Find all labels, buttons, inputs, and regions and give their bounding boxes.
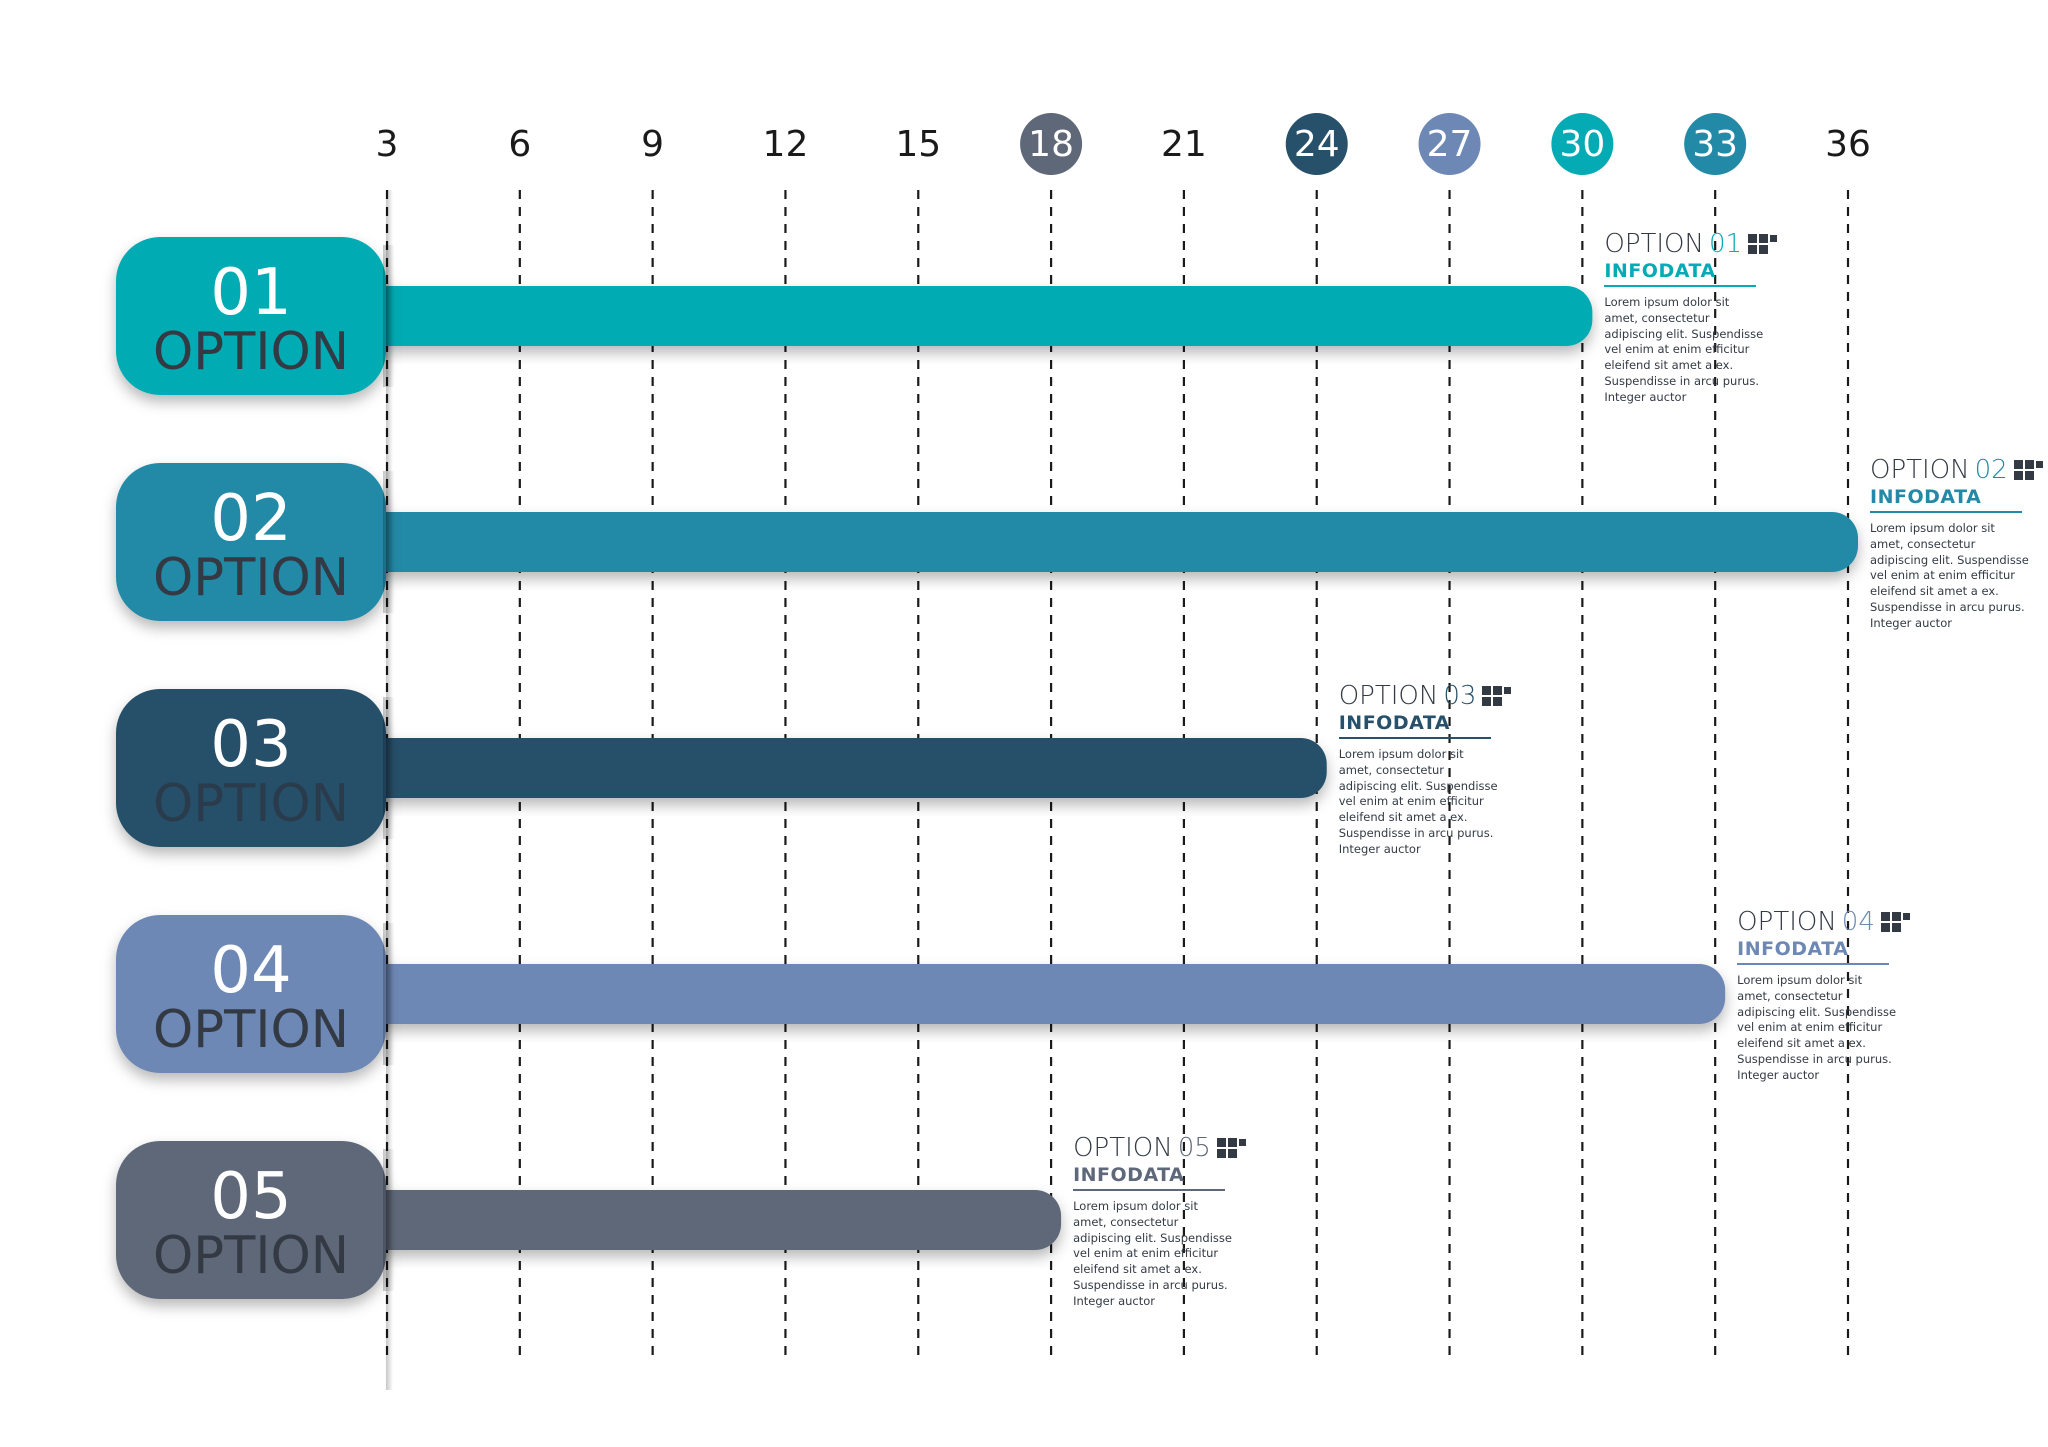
bar-label: OPTION (153, 1000, 349, 1060)
bar-label: OPTION (153, 774, 349, 834)
annotation-body: Lorem ipsum dolor sit amet, consectetur … (1073, 1199, 1232, 1308)
annotation-title-row: OPTION 02 (1870, 455, 2043, 485)
grid-dots-icon (1216, 1138, 1248, 1158)
annotation-title-row: OPTION 03 (1338, 681, 1512, 711)
annotation-body: Lorem ipsum dolor sit amet, consectetur … (1737, 973, 1897, 1082)
bar-label-box (116, 1141, 386, 1299)
tick-label: 30 (1559, 124, 1605, 165)
bar-number: 05 (210, 1160, 291, 1234)
axis-shadow (386, 190, 393, 1390)
annotation-title-row: OPTION 01 (1604, 229, 1778, 259)
annotation-title-row: OPTION 04 (1737, 907, 1910, 937)
bar-label: OPTION (153, 548, 349, 608)
annotation-subtitle: INFODATA (1604, 259, 1757, 287)
annotation-body: Lorem ipsum dolor sit amet, consectetur … (1870, 521, 2029, 630)
annotation-subtitle: INFODATA (1338, 711, 1491, 739)
tick-label: 24 (1294, 124, 1340, 165)
annotation-title: OPTION (1073, 1133, 1173, 1163)
tick-label: 3 (376, 124, 399, 165)
tick-highlight-18 (1020, 113, 1083, 175)
bar-label: OPTION (153, 1226, 349, 1286)
bar (360, 1190, 1062, 1250)
tick-highlight-30 (1551, 113, 1614, 175)
annotation-title: OPTION (1737, 907, 1837, 937)
bar-number: 02 (210, 482, 291, 556)
tick-label: 15 (895, 124, 941, 165)
tick-label: 33 (1692, 124, 1738, 165)
bar-label-box (116, 463, 386, 621)
annotation-subtitle: INFODATA (1073, 1163, 1226, 1191)
tick-highlight-27 (1418, 113, 1481, 175)
bar-number: 01 (210, 256, 291, 330)
annotation-02: OPTION 02 INFODATA Lorem ipsum dolor sit am… (1870, 455, 2043, 632)
annotation-number: 02 (1974, 455, 2008, 485)
annotation-03: OPTION 03 INFODATA Lorem ipsum dolor sit am… (1338, 681, 1512, 858)
bar-label-box (116, 689, 386, 847)
annotation-title: OPTION (1338, 681, 1439, 711)
annotation-number: 04 (1841, 907, 1875, 937)
annotation-04: OPTION 04 INFODATA Lorem ipsum dolor sit am… (1737, 907, 1910, 1084)
annotation-title: OPTION (1870, 455, 1970, 485)
grid-dots-icon (1880, 912, 1912, 932)
bar-number: 04 (210, 934, 291, 1008)
annotation-body: Lorem ipsum dolor sit amet, consectetur … (1338, 747, 1498, 856)
bar (360, 738, 1327, 798)
bar (360, 512, 1858, 572)
tick-label: 18 (1028, 124, 1074, 165)
tick-label: 27 (1427, 124, 1473, 165)
annotation-subtitle: INFODATA (1870, 485, 2022, 513)
annotation-body: Lorem ipsum dolor sit amet, consectetur … (1604, 295, 1764, 404)
bar (360, 286, 1593, 346)
bar-label-box (116, 237, 386, 395)
grid-dots-icon (1482, 686, 1513, 706)
x-axis-ticks: 3 6 9 12 15 18 21 24 27 30 33 36 (376, 113, 1871, 175)
annotation-01: OPTION 01 INFODATA Lorem ipsum dolor sit am… (1604, 229, 1778, 406)
tick-label: 12 (763, 124, 809, 165)
bar-number: 03 (210, 708, 291, 782)
tick-label: 21 (1161, 124, 1207, 165)
bar-label-box (116, 915, 386, 1073)
annotation-number: 05 (1177, 1133, 1211, 1163)
annotation-subtitle: INFODATA (1737, 937, 1890, 965)
annotation-number: 01 (1708, 229, 1743, 259)
tick-label: 9 (641, 124, 664, 165)
tick-highlight-33 (1684, 113, 1747, 175)
tick-label: 6 (508, 124, 531, 165)
bar-label: OPTION (153, 322, 349, 382)
tick-label: 36 (1825, 124, 1871, 165)
grid-dots-icon (1748, 234, 1779, 254)
bar (360, 964, 1726, 1024)
annotation-number: 03 (1443, 681, 1477, 711)
annotation-title-row: OPTION 05 (1073, 1133, 1246, 1163)
grid-dots-icon (2013, 460, 2045, 480)
annotation-05: OPTION 05 INFODATA Lorem ipsum dolor sit am… (1073, 1133, 1246, 1310)
tick-highlight-24 (1285, 113, 1348, 175)
annotation-title: OPTION (1604, 229, 1704, 259)
